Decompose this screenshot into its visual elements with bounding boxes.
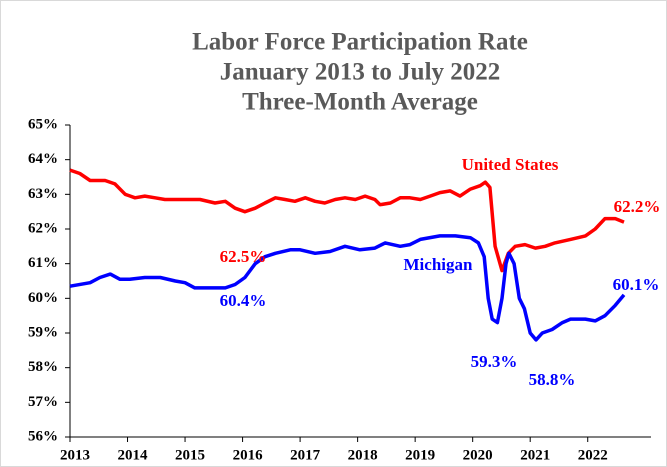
y-tick-label: 60% xyxy=(28,290,58,306)
annotation: 59.3% xyxy=(471,352,518,371)
x-tick-label: 2014 xyxy=(118,447,149,463)
y-tick-label: 59% xyxy=(28,324,58,340)
chart-subtitle: Three-Month Average xyxy=(242,89,478,116)
chart-subtitle: January 2013 to July 2022 xyxy=(220,59,501,86)
annotation: Michigan xyxy=(404,255,473,274)
x-tick-label: 2016 xyxy=(233,447,264,463)
x-tick-label: 2019 xyxy=(405,447,435,463)
x-tick-label: 2013 xyxy=(60,447,90,463)
annotation: 62.2% xyxy=(614,197,661,216)
annotation: 58.8% xyxy=(529,370,576,389)
y-tick-label: 56% xyxy=(28,428,58,444)
y-tick-label: 63% xyxy=(28,186,58,202)
y-tick-label: 58% xyxy=(28,359,58,375)
x-tick-label: 2015 xyxy=(175,447,205,463)
annotation: 60.1% xyxy=(613,275,660,294)
x-tick-label: 2022 xyxy=(578,447,608,463)
y-tick-label: 61% xyxy=(28,255,58,271)
x-tick-label: 2017 xyxy=(290,447,321,463)
annotation: United States xyxy=(462,155,559,174)
annotation: 62.5% xyxy=(220,247,267,266)
x-tick-label: 2021 xyxy=(520,447,550,463)
x-tick-label: 2018 xyxy=(348,447,378,463)
y-tick-label: 62% xyxy=(28,220,58,236)
y-tick-label: 64% xyxy=(28,151,58,167)
x-tick-label: 2020 xyxy=(463,447,493,463)
y-tick-label: 57% xyxy=(28,394,58,410)
series-line xyxy=(69,234,626,342)
series-line xyxy=(69,168,625,273)
chart-title: Labor Force Participation Rate xyxy=(192,29,528,56)
y-tick-label: 65% xyxy=(28,116,58,132)
annotation: 60.4% xyxy=(220,291,267,310)
